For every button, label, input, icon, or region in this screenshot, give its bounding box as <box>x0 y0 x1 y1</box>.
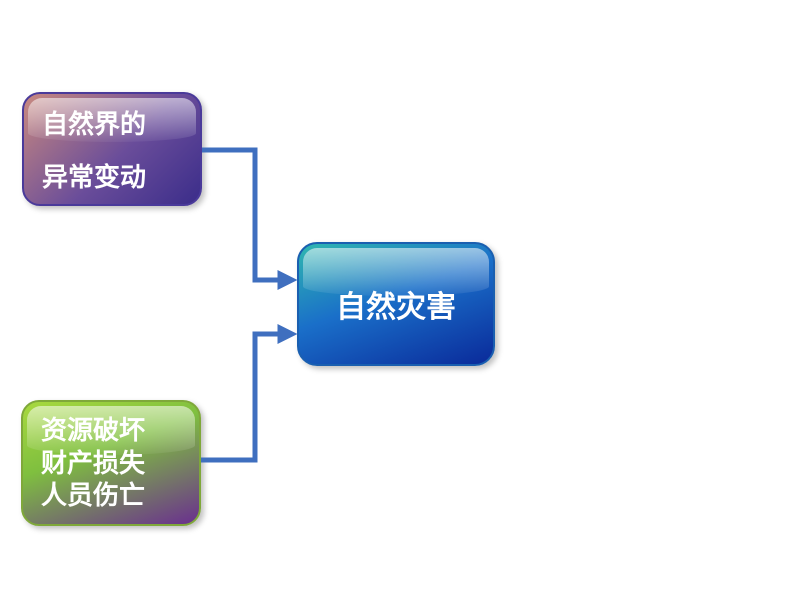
node-bottom-left-line1: 资源破坏 <box>41 414 145 447</box>
node-top-left: 自然界的 异常变动 <box>22 92 202 206</box>
node-center-text: 自然灾害 <box>336 282 456 326</box>
node-bottom-left: 资源破坏 财产损失 人员伤亡 <box>21 400 201 526</box>
node-top-left-line2: 异常变动 <box>42 157 146 194</box>
node-top-left-line1: 自然界的 <box>42 104 146 141</box>
node-center: 自然灾害 <box>297 242 495 366</box>
node-bottom-left-line2: 财产损失 <box>41 447 145 480</box>
node-bottom-left-line3: 人员伤亡 <box>41 479 145 512</box>
